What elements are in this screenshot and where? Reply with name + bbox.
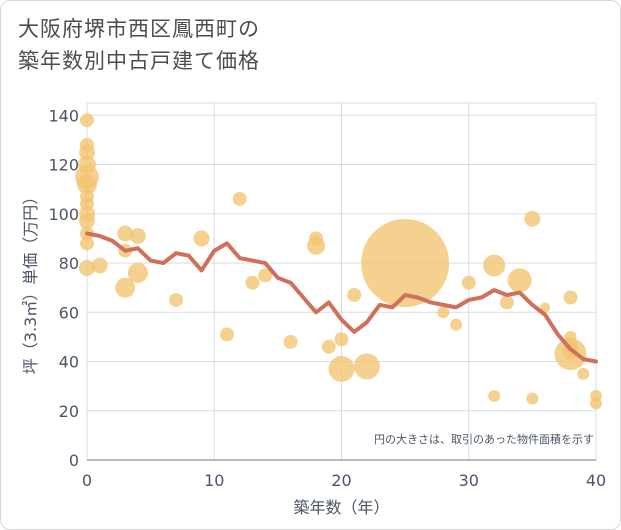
y-tick-label: 80 [59,254,79,273]
bubble-layer [75,113,602,410]
size-annotation: 円の大きさは、取引のあった物件面積を示す [374,432,594,446]
bubble-point [353,353,380,380]
trend-line [85,231,598,364]
bubble-point [483,254,506,277]
y-axis-label: 坪（3.3㎡）単価（万円） [21,189,40,374]
bubble-point [328,355,355,382]
bubble-point [169,292,184,307]
bubble-point [540,302,551,313]
bubble-point [115,277,136,298]
bubble-point [461,275,476,290]
bubble-point [524,210,541,227]
bubble-point [77,174,97,195]
bubble-point [526,392,539,405]
x-axis-label: 築年数（年） [293,498,389,517]
y-tick-label: 120 [48,156,79,175]
bubble-point [258,268,273,283]
bubble-point [361,219,450,308]
bubble-point [80,113,94,128]
bubble-point [488,389,501,402]
bubble-point [80,137,94,152]
bubble-point [347,288,362,303]
chart-title-line-2: 築年数別中古戸建て価格 [18,49,260,73]
y-tick-label: 20 [59,402,79,421]
bubble-point [80,236,94,251]
bubble-point [564,330,577,343]
bubble-point [334,332,349,347]
x-tick-label: 30 [459,471,479,490]
bubble-point [80,196,94,211]
bubble-point [499,295,514,310]
bubble-point [563,290,578,305]
x-tick-label: 10 [204,471,224,490]
chart-title: 大阪府堺市西区鳳西町の 築年数別中古戸建て価格 [18,13,260,77]
bubble-point [283,334,298,349]
bubble-point [590,397,602,410]
trend-line-layer [85,231,598,364]
x-tick-label: 40 [586,471,606,490]
bubble-point [577,367,590,380]
y-tick-label: 100 [48,205,79,224]
bubble-point [117,225,134,242]
x-tick-label: 20 [331,471,351,490]
bubble-point [309,231,324,246]
bubble-point [321,339,336,354]
y-tick-label: 0 [69,451,79,470]
y-tick-label: 40 [59,353,79,372]
y-tick-label: 60 [59,303,79,322]
x-tick-label: 0 [82,471,92,490]
bubble-point [219,327,234,342]
bubble-point [507,268,532,293]
bubble-point [193,230,210,247]
bubble-point [129,227,146,244]
bubble-point [450,318,463,331]
bubble-point [78,155,96,174]
bubble-point [437,306,450,319]
y-tick-label: 140 [48,106,79,125]
bubble-point [127,262,148,283]
bubble-point [79,259,95,276]
axes: 0 20 40 60 80 100 120 140 0 10 20 30 40 [48,106,606,490]
bubble-point [245,275,260,290]
bubble-point [232,192,247,207]
chart-title-line-1: 大阪府堺市西区鳳西町の [18,17,260,41]
bubble-point [91,257,108,274]
bubble-point [79,213,95,230]
